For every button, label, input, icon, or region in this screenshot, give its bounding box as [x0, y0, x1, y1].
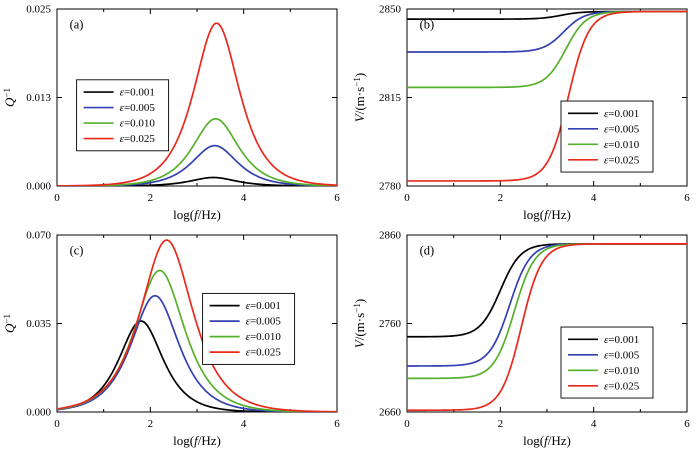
- panel-b: 0 2 4 6 2780 2815 2850 log(f/Hz) V/(m·s−1) (b) ε=0…: [350, 0, 700, 226]
- y-axis-label: V/(m·s−1): [352, 299, 367, 348]
- series-line-eps-0.025: [57, 22, 337, 186]
- x-tick-label: 2: [148, 418, 154, 430]
- legend-label-eps-0.025: ε=0.025: [604, 380, 640, 392]
- y-tick-label: 2760: [379, 318, 402, 330]
- legend-label-eps-0.010: ε=0.010: [120, 118, 156, 130]
- series-line-eps-0.001: [407, 10, 687, 20]
- y-tick-label: 0.000: [26, 181, 51, 193]
- y-axis-label: V/(m·s−1): [352, 73, 367, 122]
- y-tick-label: 0.070: [26, 230, 51, 242]
- panel-d: 0 2 4 6 2660 2760 2860 log(f/Hz) V/(m·s−1) (d) ε=0…: [350, 226, 700, 452]
- x-tick-label: 6: [684, 192, 690, 204]
- x-tick-label: 4: [591, 418, 597, 430]
- panel-letter-d: (d): [420, 243, 435, 257]
- x-tick-label: 2: [148, 192, 154, 204]
- legend-label-eps-0.005: ε=0.005: [604, 349, 640, 361]
- y-tick-label: 2860: [379, 230, 402, 242]
- legend-label-eps-0.010: ε=0.010: [246, 331, 282, 343]
- panel-c: 0 2 4 6 0.000 0.035 0.070 log(f/Hz) Q−1 (c) ε=0.00…: [0, 226, 350, 452]
- series-line-eps-0.025: [407, 10, 687, 182]
- x-tick-label: 4: [241, 192, 247, 204]
- chart-c: 0 2 4 6 0.000 0.035 0.070 log(f/Hz) Q−1 (c) ε=0.00…: [2, 230, 340, 449]
- legend-label-eps-0.010: ε=0.010: [604, 365, 640, 377]
- legend-label-eps-0.025: ε=0.025: [246, 347, 282, 359]
- y-tick-label: 0.013: [26, 92, 51, 104]
- x-axis-label: log(f/Hz): [523, 207, 571, 222]
- legend-b: ε=0.001 ε=0.005 ε=0.010 ε=0.025: [560, 100, 654, 173]
- tick-labels: 0 2 4 6 2660 2760 2860: [379, 230, 690, 431]
- x-tick-label: 6: [684, 418, 690, 430]
- panel-a: 0 2 4 6 0.000 0.013 0.025 log(f/Hz) Q−1 (a) ε=0.00…: [0, 0, 350, 226]
- chart-d: 0 2 4 6 2660 2760 2860 log(f/Hz) V/(m·s−1) (d) ε=0…: [352, 230, 690, 449]
- legend-label-eps-0.001: ε=0.001: [604, 334, 639, 346]
- x-tick-label: 2: [498, 192, 504, 204]
- x-axis-label: log(f/Hz): [523, 433, 571, 448]
- legend-label-eps-0.001: ε=0.001: [246, 300, 281, 312]
- legend-a: ε=0.001 ε=0.005 ε=0.010 ε=0.025: [76, 79, 170, 152]
- series-group: [57, 239, 337, 412]
- x-tick-label: 4: [591, 192, 597, 204]
- series-group: [407, 10, 687, 182]
- panel-letter-b: (b): [420, 17, 435, 31]
- legend-label-eps-0.005: ε=0.005: [120, 102, 156, 114]
- legend-label-eps-0.001: ε=0.001: [604, 108, 639, 120]
- x-axis-label: log(f/Hz): [173, 433, 221, 448]
- x-tick-label: 0: [404, 418, 410, 430]
- y-tick-label: 0.025: [26, 4, 51, 16]
- legend-label-eps-0.025: ε=0.025: [120, 133, 156, 145]
- chart-b: 0 2 4 6 2780 2815 2850 log(f/Hz) V/(m·s−1) (b) ε=0…: [352, 4, 690, 223]
- x-tick-label: 0: [54, 192, 60, 204]
- tick-labels: 0 2 4 6 0.000 0.035 0.070: [26, 230, 340, 431]
- series-line-eps-0.010: [407, 10, 687, 89]
- x-tick-label: 0: [404, 192, 410, 204]
- legend-label-eps-0.010: ε=0.010: [604, 139, 640, 151]
- panel-letter-a: (a): [70, 17, 84, 31]
- y-tick-label: 0.000: [26, 407, 51, 419]
- tick-labels: 0 2 4 6 2780 2815 2850: [379, 4, 690, 205]
- y-tick-label: 2815: [379, 92, 402, 104]
- legend-d: ε=0.001 ε=0.005 ε=0.010 ε=0.025: [560, 326, 654, 399]
- x-tick-label: 6: [334, 418, 340, 430]
- y-axis-label: Q−1: [2, 314, 17, 333]
- y-tick-label: 2660: [379, 407, 402, 419]
- panel-letter-c: (c): [70, 243, 84, 257]
- legend-label-eps-0.001: ε=0.001: [120, 87, 155, 99]
- legend-c: ε=0.001 ε=0.005 ε=0.010 ε=0.025: [202, 292, 296, 365]
- tick-labels: 0 2 4 6 0.000 0.013 0.025: [26, 4, 340, 205]
- series-line-eps-0.025: [407, 243, 687, 412]
- series-line-eps-0.001: [407, 243, 687, 338]
- y-axis-label: Q−1: [2, 88, 17, 107]
- x-tick-label: 6: [334, 192, 340, 204]
- y-tick-label: 2780: [379, 181, 402, 193]
- series-group: [57, 22, 337, 186]
- series-line-eps-0.025: [57, 239, 337, 412]
- series-group: [407, 243, 687, 412]
- x-axis-label: log(f/Hz): [173, 207, 221, 222]
- legend-label-eps-0.025: ε=0.025: [604, 154, 640, 166]
- legend-label-eps-0.005: ε=0.005: [246, 316, 282, 328]
- y-tick-label: 0.035: [26, 318, 51, 330]
- chart-a: 0 2 4 6 0.000 0.013 0.025 log(f/Hz) Q−1 (a) ε=0.00…: [2, 4, 340, 223]
- legend-label-eps-0.005: ε=0.005: [604, 123, 640, 135]
- x-tick-label: 2: [498, 418, 504, 430]
- x-tick-label: 4: [241, 418, 247, 430]
- x-tick-label: 0: [54, 418, 60, 430]
- y-tick-label: 2850: [379, 4, 402, 16]
